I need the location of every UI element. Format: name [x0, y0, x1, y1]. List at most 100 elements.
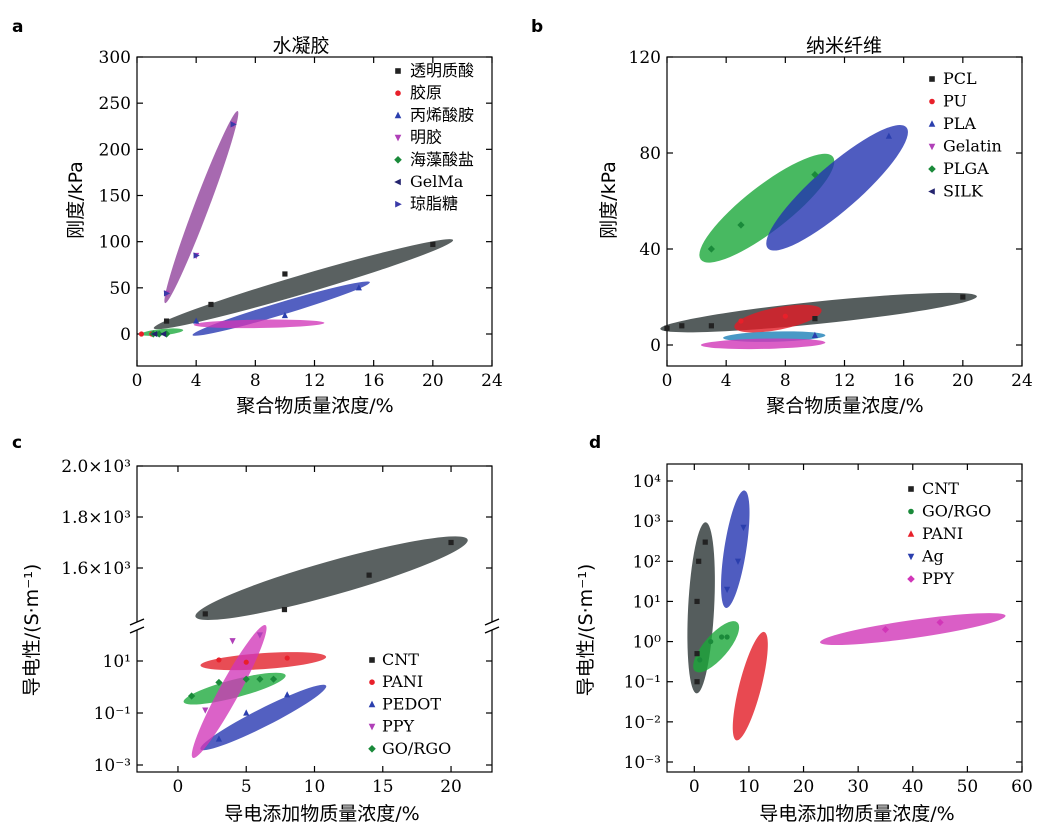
panel-letter-d: d [589, 433, 601, 453]
ylabel-d: 导电性/(S·m⁻¹) [575, 564, 597, 696]
c-break-mark-b-0 [129, 626, 145, 634]
a-point-4-1 [155, 330, 163, 338]
c-point-2-0 [215, 735, 223, 742]
a-legend-marker-4 [394, 156, 402, 164]
a-legend-label-0: 透明质酸 [410, 61, 474, 80]
d-point-1-2 [719, 634, 725, 640]
c-upper-ytick-label-0: 1.6×10³ [61, 559, 131, 579]
b-legend-label-4: PLGA [943, 159, 989, 178]
b-point-4-0 [707, 245, 715, 253]
c-lower-ytick-label-1: 10⁻¹ [94, 704, 131, 724]
d-legend-marker-4 [907, 575, 915, 583]
d-point-0-4 [702, 539, 708, 545]
c-xtick-label-1: 5 [241, 777, 252, 797]
a-xtick-label-6: 24 [481, 371, 503, 391]
a-ytick-label-3: 150 [99, 187, 131, 207]
c-break-left-gap [129, 622, 145, 630]
a-legend-marker-1 [395, 90, 401, 96]
c-point-1-0 [216, 657, 222, 663]
a-legend-marker-6 [395, 200, 402, 208]
ylabel-a: 刚度/kPa [65, 161, 87, 239]
c-legend-label-3: PPY [382, 717, 415, 736]
d-point-0-0 [694, 679, 700, 685]
d-xtick-label-1: 10 [738, 777, 760, 797]
b-legend-marker-0 [929, 76, 935, 82]
b-point-0-2 [708, 323, 714, 329]
c-point-4-0 [188, 692, 196, 700]
b-legend-marker-3 [928, 143, 936, 151]
d-frame [666, 463, 1023, 773]
c-break-mark-a-1 [484, 618, 500, 626]
a-ytick-label-6: 300 [99, 48, 131, 68]
d-point-0-3 [696, 558, 702, 564]
c-ellipse-0 [195, 536, 468, 621]
b-legend-marker-5 [928, 188, 935, 195]
c-legend-label-1: PANI [382, 672, 423, 691]
d-legend-marker-2 [907, 530, 915, 537]
b-point-2-0 [811, 331, 819, 338]
d-xtick-label-4: 40 [902, 777, 924, 797]
a-legend-label-5: GelMa [410, 172, 464, 191]
d-legend-marker-1 [908, 508, 914, 515]
c-legend-label-0: CNT [382, 650, 419, 669]
d-legend-label-4: PPY [922, 569, 955, 588]
c-point-0-2 [366, 572, 372, 578]
b-legend-label-0: PCL [943, 69, 977, 88]
a-legend-marker-5 [394, 178, 401, 186]
c-xtick-label-0: 0 [173, 777, 184, 797]
d-ytick-label-2: 10⁻¹ [624, 673, 661, 693]
xlabel-a: 聚合物质量浓度/% [236, 395, 393, 417]
c-xtick-label-4: 20 [440, 777, 462, 797]
a-xtick-label-5: 20 [422, 371, 444, 391]
a-point-0-2 [282, 271, 288, 277]
c-legend-label-4: GO/RGO [382, 739, 451, 758]
d-xtick-label-2: 20 [793, 777, 815, 797]
c-point-0-1 [281, 606, 288, 613]
d-point-3-0 [723, 586, 731, 593]
a-point-6-2 [230, 121, 237, 128]
d-point-1-1 [708, 638, 714, 645]
chart-title-b: 纳米纤维 [806, 35, 882, 57]
d-point-0-1 [694, 651, 700, 657]
d-ytick-label-1: 10⁻² [624, 713, 661, 733]
b-legend-label-5: SILK [943, 182, 984, 201]
c-break-right-gap [484, 622, 500, 630]
d-ytick-label-3: 10⁰ [633, 633, 662, 653]
a-point-0-3 [430, 241, 436, 248]
c-point-1-1 [243, 659, 249, 665]
b-point-2-1 [885, 132, 892, 139]
c-point-4-3 [256, 675, 264, 683]
a-point-0-0 [163, 318, 170, 324]
a-point-2-2 [355, 284, 362, 291]
d-ellipse-4 [820, 613, 1006, 646]
b-legend-label-2: PLA [943, 114, 976, 133]
b-xtick-label-1: 4 [721, 371, 732, 391]
chart-title-a: 水凝胶 [272, 35, 329, 57]
a-point-0-1 [208, 301, 214, 308]
xlabel-d: 导电添加物质量浓度/% [759, 803, 954, 825]
b-point-1-1 [782, 313, 788, 319]
d-legend-label-1: GO/RGO [922, 502, 991, 521]
b-point-0-0 [664, 325, 670, 331]
d-legend-marker-3 [907, 553, 915, 561]
d-legend-label-0: CNT [922, 479, 959, 498]
c-point-1-2 [284, 655, 290, 661]
b-point-4-2 [811, 171, 819, 179]
d-point-1-0 [697, 657, 703, 663]
a-legend-label-2: 丙烯酸胺 [410, 105, 474, 124]
c-legend-marker-2 [368, 700, 376, 708]
ylabel-c: 导电性/(S·m⁻¹) [21, 564, 43, 696]
d-ellipse-2 [732, 631, 768, 741]
a-xtick-label-3: 12 [304, 371, 326, 391]
c-legend-marker-3 [368, 723, 376, 731]
b-point-0-4 [960, 294, 966, 300]
a-point-2-0 [193, 317, 200, 324]
panel-letter-b: b [531, 17, 543, 37]
a-ytick-label-4: 200 [99, 140, 131, 160]
d-xtick-label-0: 0 [689, 777, 700, 797]
b-ellipse-1 [734, 304, 822, 333]
c-legend-marker-0 [369, 657, 375, 663]
c-ellipse-1 [200, 652, 327, 671]
a-ellipse-0 [153, 239, 454, 330]
c-point-4-2 [242, 675, 250, 683]
